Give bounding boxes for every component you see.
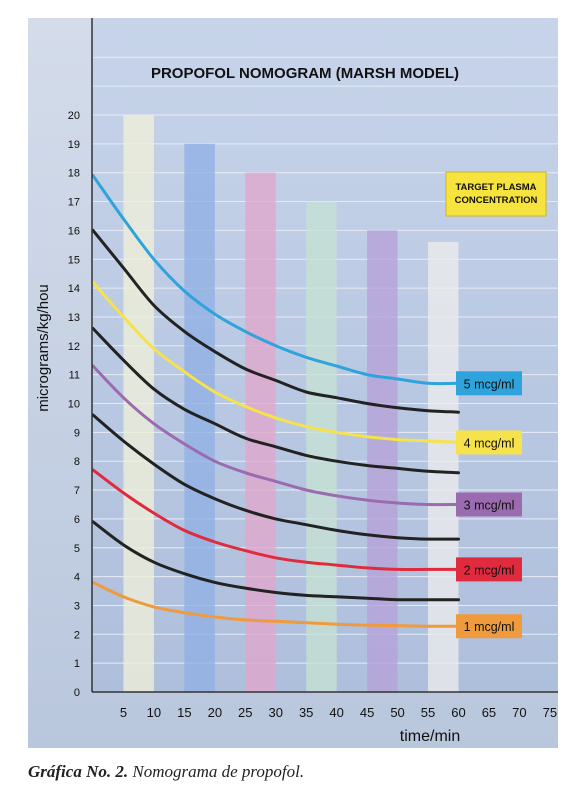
x-tick-label: 25 xyxy=(238,705,252,720)
series-label-box xyxy=(456,492,522,517)
caption-text: Nomograma de propofol. xyxy=(128,762,305,781)
series-lines xyxy=(91,174,460,628)
x-tick-label: 20 xyxy=(208,705,222,720)
series-line-4-mcg-ml xyxy=(91,280,460,444)
background-bar-6 xyxy=(428,241,459,692)
y-tick-label: 14 xyxy=(68,283,80,295)
x-tick-label: 5 xyxy=(120,705,127,720)
series-line-5-mcg-ml xyxy=(91,174,460,386)
series-label-text: 5 mcg/ml xyxy=(464,377,515,391)
x-tick-label: 10 xyxy=(147,705,161,720)
x-tick-label: 30 xyxy=(269,705,283,720)
series-line-intermediate-6 xyxy=(91,413,460,541)
series-label-box xyxy=(456,430,522,455)
x-tick-label: 60 xyxy=(451,705,465,720)
x-tick-label: 35 xyxy=(299,705,313,720)
y-tick-label: 2 xyxy=(74,629,80,641)
legend-title-line1: TARGET PLASMA xyxy=(455,182,536,193)
series-label-5-mcg-ml: 5 mcg/ml xyxy=(456,371,522,396)
background-bar-4 xyxy=(306,201,337,693)
y-tick-label: 3 xyxy=(74,600,80,612)
x-tick-label: 15 xyxy=(177,705,191,720)
y-tick-label: 17 xyxy=(68,197,80,209)
chart-title: PROPOFOL NOMOGRAM (MARSH MODEL) xyxy=(151,65,459,82)
background-bar-5 xyxy=(367,230,398,692)
x-tick-label: 45 xyxy=(360,705,374,720)
series-line-intermediate-2 xyxy=(91,228,460,414)
series-label-text: 2 mcg/ml xyxy=(464,563,515,577)
series-label-box xyxy=(456,614,522,639)
y-tick-label: 9 xyxy=(74,427,80,439)
y-tick-label: 7 xyxy=(74,485,80,497)
series-label-box xyxy=(456,371,522,396)
y-tick-label: 16 xyxy=(68,225,80,237)
x-tick-label: 75 xyxy=(543,705,557,720)
series-line-3-mcg-ml xyxy=(91,364,460,507)
y-tick-label: 8 xyxy=(74,456,80,468)
series-label-3-mcg-ml: 3 mcg/ml xyxy=(456,492,522,517)
x-tick-label: 40 xyxy=(329,705,343,720)
y-tick-label: 6 xyxy=(74,514,80,526)
x-axis-label: time/min xyxy=(400,728,460,745)
series-line-1-mcg-ml xyxy=(91,580,460,628)
y-tick-label: 20 xyxy=(68,110,80,122)
legend-title-line2: CONCENTRATION xyxy=(455,195,538,206)
y-tick-label: 12 xyxy=(68,341,80,353)
x-tick-label: 50 xyxy=(390,705,404,720)
axes xyxy=(91,18,558,693)
y-tick-label: 5 xyxy=(74,543,80,555)
x-tick-label: 65 xyxy=(482,705,496,720)
series-labels: 5 mcg/ml 4 mcg/ml 3 mcg/ml 2 mcg/ml 1 mcg/ml xyxy=(456,371,522,639)
x-tick-labels: 5 10 15 20 25 30 35 40 45 50 55 60 65 70 75 xyxy=(120,705,557,720)
series-label-4-mcg-ml: 4 mcg/ml xyxy=(456,430,522,455)
y-tick-label: 18 xyxy=(68,168,80,180)
series-label-text: 1 mcg/ml xyxy=(464,620,515,634)
series-label-text: 3 mcg/ml xyxy=(464,498,515,512)
caption-label: Gráfica No. 2. xyxy=(28,762,129,781)
y-tick-label: 15 xyxy=(68,254,80,266)
series-line-intermediate-8 xyxy=(91,520,460,602)
background-bar-3 xyxy=(245,172,276,692)
series-label-1-mcg-ml: 1 mcg/ml xyxy=(456,614,522,639)
y-tick-label: 1 xyxy=(74,658,80,670)
y-tick-label: 4 xyxy=(74,572,80,584)
series-label-2-mcg-ml: 2 mcg/ml xyxy=(456,557,522,582)
y-tick-label: 11 xyxy=(69,370,80,382)
x-tick-label: 55 xyxy=(421,705,435,720)
series-line-intermediate-4 xyxy=(91,327,460,475)
series-label-box xyxy=(456,557,522,582)
series-label-text: 4 mcg/ml xyxy=(464,436,515,450)
y-tick-label: 10 xyxy=(68,399,80,411)
y-tick-label: 0 xyxy=(74,687,80,699)
legend-box: TARGET PLASMA CONCENTRATION xyxy=(445,171,547,217)
x-tick-label: 70 xyxy=(512,705,526,720)
figure-caption: Gráfica No. 2. Nomograma de propofol. xyxy=(28,762,304,782)
y-axis-label: micrograms/kg/hou xyxy=(35,284,52,412)
y-tick-label: 19 xyxy=(68,139,80,151)
y-tick-label: 13 xyxy=(68,312,80,324)
series-line-2-mcg-ml xyxy=(91,468,460,571)
